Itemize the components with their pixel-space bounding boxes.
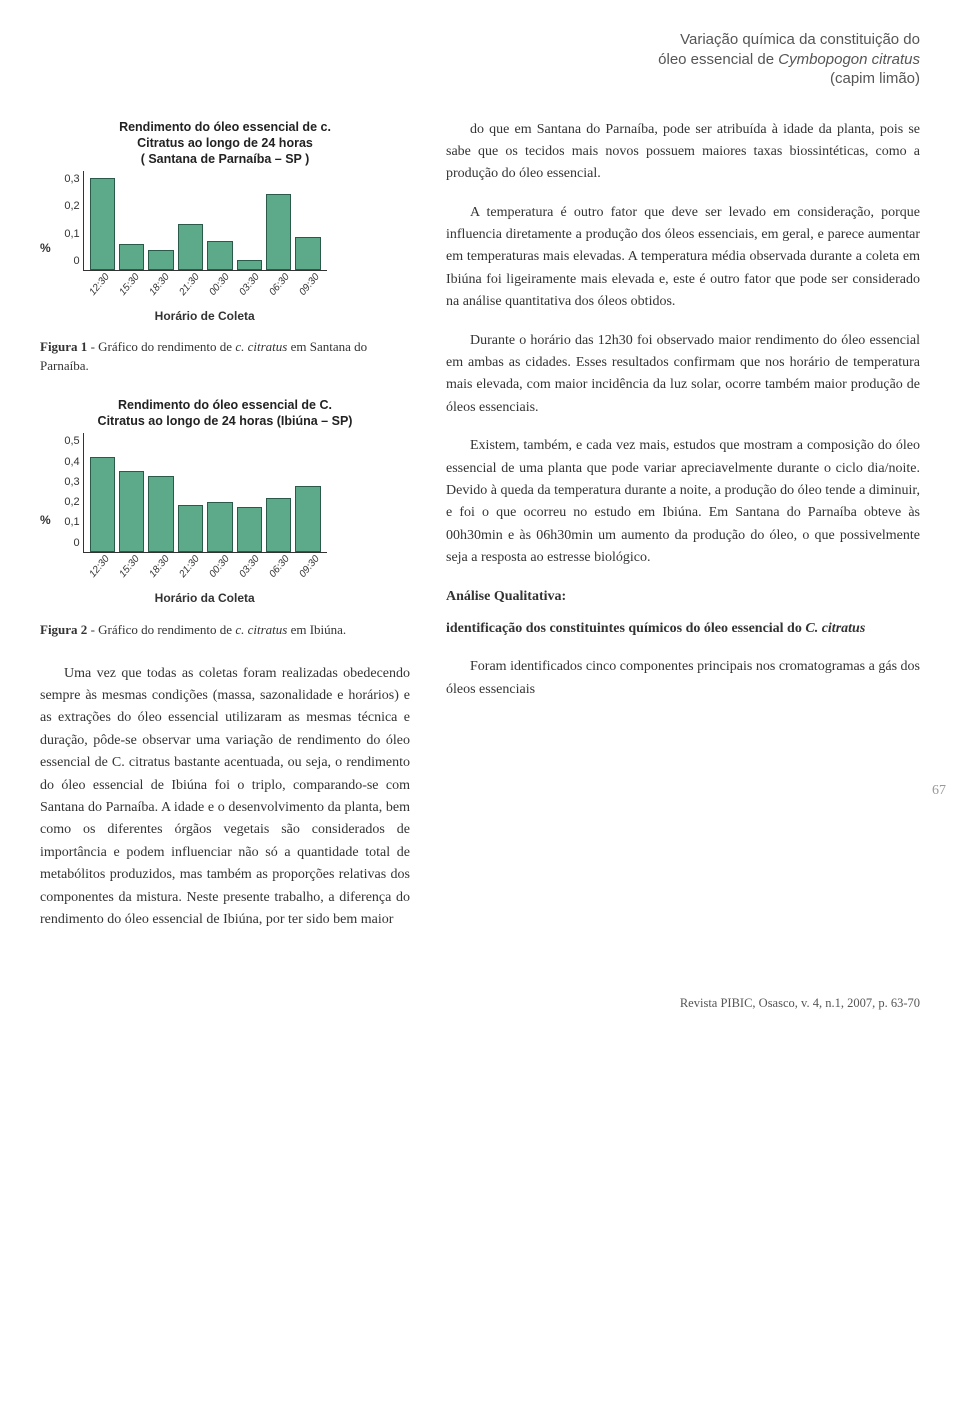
chart2-bar bbox=[207, 502, 232, 552]
page-running-header: Variação química da constituição do óleo… bbox=[40, 30, 920, 89]
subheading-1: Análise Qualitativa: bbox=[446, 586, 920, 608]
chart2-ytick: 0,1 bbox=[56, 514, 80, 532]
chart1-bar bbox=[90, 178, 115, 270]
chart1-ytick: 0,1 bbox=[56, 226, 80, 244]
chart1-caption-bold: Figura 1 bbox=[40, 339, 87, 354]
header-line2-pre: óleo essencial de bbox=[658, 51, 778, 68]
chart2-xtick: 12:30 bbox=[84, 551, 116, 584]
right-para4: Existem, também, e cada vez mais, estudo… bbox=[446, 435, 920, 569]
right-para3: Durante o horário das 12h30 foi observad… bbox=[446, 330, 920, 420]
chart1: Rendimento do óleo essencial de c. Citra… bbox=[40, 119, 410, 327]
chart1-xtick: 18:30 bbox=[144, 269, 176, 302]
chart2-bar bbox=[90, 457, 115, 552]
chart1-bar bbox=[148, 250, 173, 270]
chart1-xtick: 03:30 bbox=[234, 269, 266, 302]
chart1-bar bbox=[178, 224, 203, 270]
chart1-title-l1: Rendimento do óleo essencial de c. bbox=[40, 119, 410, 135]
chart2-bar bbox=[237, 507, 262, 552]
chart2-ytick: 0,5 bbox=[56, 433, 80, 451]
chart2-xlabel: Horário da Coleta bbox=[83, 589, 327, 608]
chart1-xtick: 09:30 bbox=[294, 269, 326, 302]
chart1-ytick: 0,3 bbox=[56, 171, 80, 189]
chart2-caption-mid: - Gráfico do rendimento de bbox=[87, 622, 235, 637]
chart2-caption-bold: Figura 2 bbox=[40, 622, 87, 637]
chart1-bar bbox=[119, 244, 144, 270]
chart2-bar bbox=[295, 486, 320, 553]
left-column-text: Uma vez que todas as coletas foram reali… bbox=[40, 663, 410, 932]
chart2-caption: Figura 2 - Gráfico do rendimento de c. c… bbox=[40, 621, 410, 639]
chart1-ytick: 0 bbox=[56, 253, 80, 271]
sub2-pre: identificação dos constituintes químicos… bbox=[446, 621, 805, 636]
chart1-caption-italic: c. citratus bbox=[235, 339, 287, 354]
chart1-xtick: 21:30 bbox=[174, 269, 206, 302]
header-line2-italic: Cymbopogon citratus bbox=[778, 51, 920, 68]
chart2-title-l1: Rendimento do óleo essencial de C. bbox=[40, 397, 410, 413]
chart2-xtick: 00:30 bbox=[204, 551, 236, 584]
chart1-ytick: 0,2 bbox=[56, 198, 80, 216]
right-para1: do que em Santana do Parnaíba, pode ser … bbox=[446, 119, 920, 186]
chart2-bar bbox=[178, 505, 203, 553]
chart2-xtick: 18:30 bbox=[144, 551, 176, 584]
chart2-ytick: 0,3 bbox=[56, 474, 80, 492]
chart1-title: Rendimento do óleo essencial de c. Citra… bbox=[40, 119, 410, 168]
chart2-bar bbox=[119, 471, 144, 552]
chart2-bar bbox=[148, 476, 173, 552]
chart2-yticks: 0,5 0,4 0,3 0,2 0,1 0 bbox=[56, 433, 80, 552]
chart2-plot-area: 0,50,40,30,20,10 bbox=[83, 433, 327, 553]
chart1-yticks: 0,3 0,2 0,1 0 bbox=[56, 171, 80, 270]
chart1-xlabel: Horário de Coleta bbox=[83, 307, 327, 326]
chart2-xtick: 03:30 bbox=[234, 551, 266, 584]
chart1-ylabel: % bbox=[40, 239, 51, 258]
right-para2: A temperatura é outro fator que deve ser… bbox=[446, 202, 920, 314]
header-line3: (capim limão) bbox=[830, 70, 920, 87]
header-line1: Variação química da constituição do bbox=[680, 31, 920, 48]
chart2-xtick: 06:30 bbox=[264, 551, 296, 584]
chart2-caption-italic: c. citratus bbox=[235, 622, 287, 637]
chart1-plot-area: 0,30,20,10 bbox=[83, 171, 327, 271]
footer-citation: Revista PIBIC, Osasco, v. 4, n.1, 2007, … bbox=[40, 993, 920, 1013]
chart2-caption-end: em Ibiúna. bbox=[287, 622, 346, 637]
right-para5: Foram identificados cinco componentes pr… bbox=[446, 656, 920, 701]
chart2-ytick: 0,2 bbox=[56, 494, 80, 512]
page-number: 67 bbox=[932, 780, 946, 802]
chart1-xtick: 15:30 bbox=[114, 269, 146, 302]
chart2-xtick: 15:30 bbox=[114, 551, 146, 584]
chart1-caption: Figura 1 - Gráfico do rendimento de c. c… bbox=[40, 338, 410, 374]
subheading-2: identificação dos constituintes químicos… bbox=[446, 618, 920, 640]
left-para1: Uma vez que todas as coletas foram reali… bbox=[40, 663, 410, 932]
chart1-xtick: 00:30 bbox=[204, 269, 236, 302]
chart2-title: Rendimento do óleo essencial de C. Citra… bbox=[40, 397, 410, 430]
chart2-ylabel: % bbox=[40, 511, 51, 530]
chart2-title-l2: Citratus ao longo de 24 horas (Ibiúna – … bbox=[40, 413, 410, 429]
chart2-ytick: 0 bbox=[56, 535, 80, 553]
chart2: Rendimento do óleo essencial de C. Citra… bbox=[40, 397, 410, 609]
chart1-bar bbox=[295, 237, 320, 270]
right-column-text: do que em Santana do Parnaíba, pode ser … bbox=[446, 119, 920, 948]
chart2-ytick: 0,4 bbox=[56, 454, 80, 472]
sub2-italic: C. citratus bbox=[805, 621, 865, 636]
chart1-bar bbox=[207, 241, 232, 271]
chart1-xticks: 12:3015:3018:3021:3000:3003:3006:3009:30 bbox=[83, 277, 327, 293]
chart1-title-l2: Citratus ao longo de 24 horas bbox=[40, 135, 410, 151]
chart2-bar bbox=[266, 498, 291, 553]
chart2-xticks: 12:3015:3018:3021:3000:3003:3006:3009:30 bbox=[83, 559, 327, 575]
chart1-xtick: 06:30 bbox=[264, 269, 296, 302]
chart2-xtick: 21:30 bbox=[174, 551, 206, 584]
chart1-bar bbox=[266, 194, 291, 270]
chart1-bar bbox=[237, 260, 262, 270]
chart1-xtick: 12:30 bbox=[84, 269, 116, 302]
chart1-caption-mid: - Gráfico do rendimento de bbox=[87, 339, 235, 354]
chart2-xtick: 09:30 bbox=[294, 551, 326, 584]
chart1-title-l3: ( Santana de Parnaíba – SP ) bbox=[40, 151, 410, 167]
